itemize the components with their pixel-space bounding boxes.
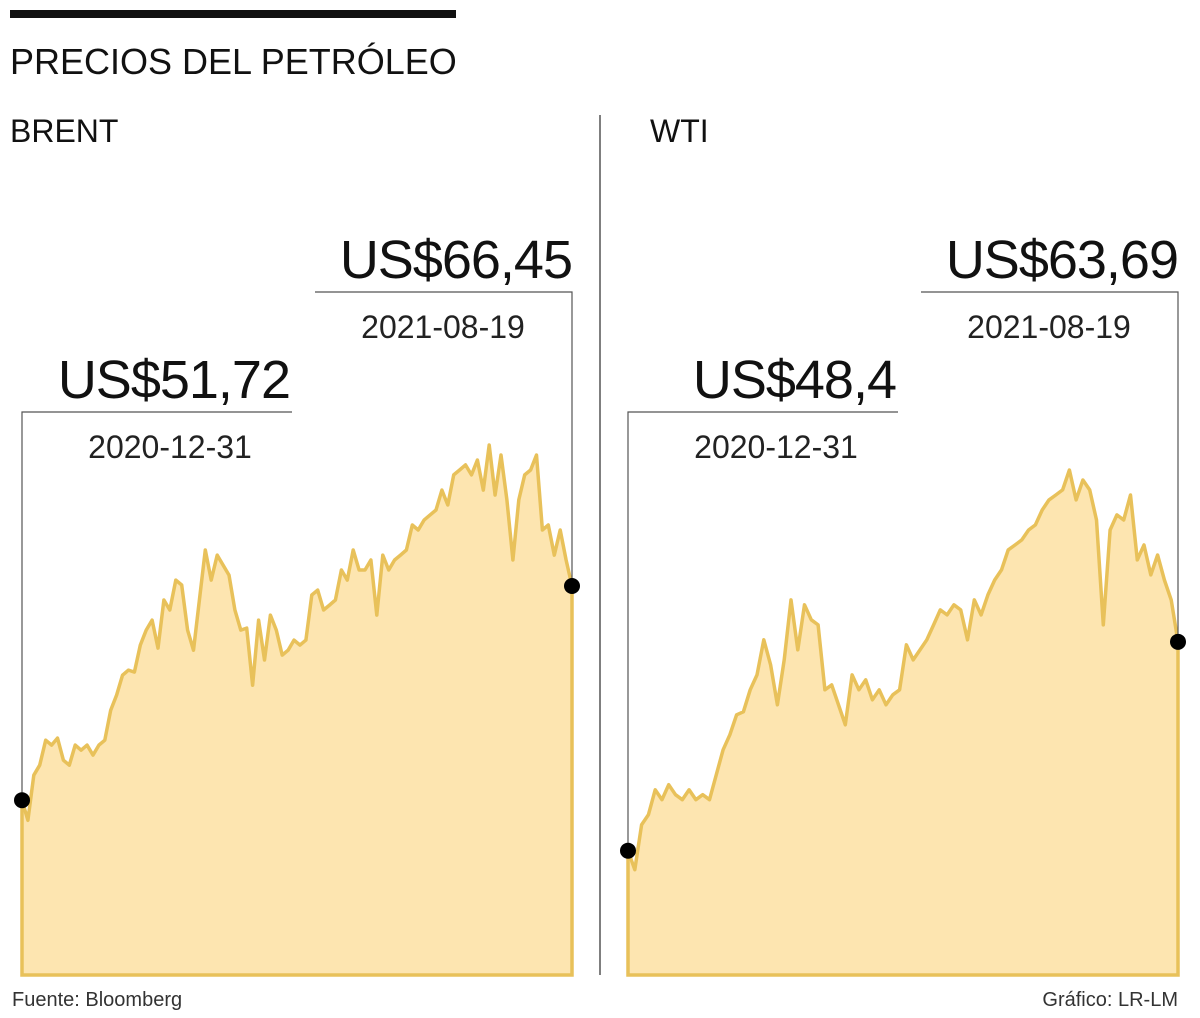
annotation-line: [21, 411, 292, 801]
credit: Gráfico: LR-LM: [1042, 989, 1178, 1011]
annotation-value: US$66,45: [340, 230, 572, 290]
annotation-line: [921, 291, 1179, 642]
annotation-date: 2020-12-31: [694, 429, 858, 465]
annotation-date: 2021-08-19: [361, 309, 525, 345]
point: [564, 578, 580, 595]
area: [628, 470, 1178, 975]
line: [20, 443, 574, 823]
panel-title: BRENT: [10, 113, 118, 149]
area: [22, 445, 572, 975]
panel-title: WTI: [650, 113, 709, 149]
annotation-date: 2020-12-31: [88, 429, 252, 465]
line: [626, 468, 1180, 872]
annotation-line: [315, 291, 573, 587]
chart-title: PRECIOS DEL PETRÓLEO: [10, 41, 457, 82]
annotation-value: US$63,69: [946, 230, 1178, 290]
annotation-line: [627, 411, 898, 851]
point: [14, 792, 30, 809]
area-edge: [626, 641, 1180, 977]
area-edge: [20, 586, 574, 977]
source: Fuente: Bloomberg: [12, 989, 182, 1011]
point: [620, 842, 636, 859]
annotation-value: US$51,72: [58, 350, 290, 410]
point: [1170, 633, 1186, 650]
title-bar: [10, 10, 456, 18]
annotation-value: US$48,4: [693, 350, 896, 410]
annotation-date: 2021-08-19: [967, 309, 1131, 345]
